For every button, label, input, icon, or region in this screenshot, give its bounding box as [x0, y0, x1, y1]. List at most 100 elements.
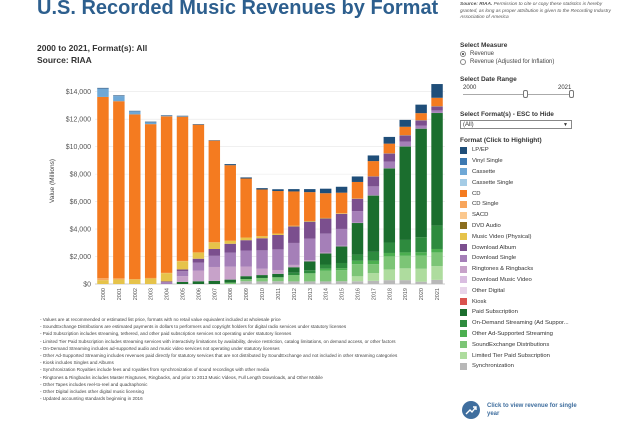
- bar-segment[interactable]: [256, 250, 268, 269]
- bar-segment[interactable]: [160, 281, 173, 283]
- legend-item[interactable]: Music Video (Physical): [460, 231, 569, 242]
- bar-segment[interactable]: [304, 189, 316, 193]
- bar-segment[interactable]: [431, 84, 443, 98]
- bar-segment[interactable]: [431, 266, 443, 280]
- bar-segment[interactable]: [224, 266, 236, 280]
- radio-icon[interactable]: [460, 59, 466, 65]
- bar-segment[interactable]: [176, 281, 189, 284]
- bar-segment[interactable]: [351, 223, 364, 255]
- revenue-bar-chart[interactable]: $0 $2,000 $4,000 $6,000 $8,000 $10,000 $12,000…: [40, 74, 450, 312]
- bar-segment[interactable]: [256, 277, 268, 282]
- bar-segment[interactable]: [288, 281, 300, 284]
- bar-segment[interactable]: [319, 281, 332, 284]
- bar-segment[interactable]: [144, 278, 157, 284]
- bar-segment[interactable]: [240, 279, 252, 282]
- bar-segment[interactable]: [129, 111, 141, 115]
- bar-segment[interactable]: [272, 273, 284, 278]
- bar-segment[interactable]: [224, 243, 236, 253]
- legend-item[interactable]: Synchronization: [460, 361, 569, 372]
- bar-segment[interactable]: [240, 177, 252, 179]
- bar-segment[interactable]: [256, 281, 268, 284]
- legend-item[interactable]: Limited Tier Paid Subscription: [460, 350, 569, 361]
- date-range-start-handle[interactable]: [523, 90, 528, 98]
- bar-segment[interactable]: [192, 258, 205, 263]
- bar-segment[interactable]: [351, 176, 364, 182]
- bar-segment[interactable]: [367, 161, 380, 177]
- legend-item[interactable]: LP/EP: [460, 145, 569, 156]
- bar-segment[interactable]: [304, 281, 316, 284]
- bar-segment[interactable]: [415, 237, 427, 253]
- bar-segment[interactable]: [335, 228, 348, 246]
- bar-segment[interactable]: [97, 87, 109, 89]
- bar-segment[interactable]: [319, 252, 332, 254]
- bar-segment[interactable]: [383, 143, 396, 154]
- bar-segment[interactable]: [351, 281, 364, 284]
- legend-item[interactable]: Download Album: [460, 242, 569, 253]
- bar-segment[interactable]: [288, 242, 300, 265]
- bar-segment[interactable]: [431, 106, 443, 111]
- bar-segment[interactable]: [160, 282, 173, 284]
- bar-segment[interactable]: [399, 146, 411, 240]
- bar-segment[interactable]: [224, 240, 236, 244]
- bar-segment[interactable]: [399, 239, 411, 253]
- bar-segment[interactable]: [383, 256, 396, 270]
- bar-segment[interactable]: [97, 278, 109, 281]
- bar-segment[interactable]: [208, 266, 221, 281]
- bar-segment[interactable]: [431, 225, 443, 249]
- bar-segment[interactable]: [335, 213, 348, 214]
- bar-segment[interactable]: [399, 119, 411, 127]
- bar-segment[interactable]: [335, 270, 348, 282]
- bar-segment[interactable]: [176, 276, 189, 282]
- bar-segment[interactable]: [256, 189, 268, 237]
- bar-segment[interactable]: [272, 233, 284, 235]
- bar-segment[interactable]: [415, 104, 427, 114]
- bar-segment[interactable]: [224, 252, 236, 267]
- radio-icon[interactable]: [460, 51, 466, 57]
- bar-segment[interactable]: [415, 128, 427, 238]
- bar-segment[interactable]: [192, 124, 205, 253]
- bar-segment[interactable]: [97, 96, 109, 279]
- bar-segment[interactable]: [351, 264, 364, 277]
- bar-segment[interactable]: [288, 267, 300, 273]
- bar-segment[interactable]: [319, 264, 332, 269]
- bar-segment[interactable]: [335, 246, 348, 263]
- bar-segment[interactable]: [304, 221, 316, 239]
- bar-segment[interactable]: [97, 280, 109, 284]
- bar-segment[interactable]: [351, 276, 364, 282]
- bar-segment[interactable]: [176, 271, 189, 277]
- bar-segment[interactable]: [319, 268, 332, 271]
- bar-segment[interactable]: [431, 113, 443, 226]
- bar-segment[interactable]: [224, 164, 236, 166]
- bar-segment[interactable]: [367, 251, 380, 261]
- bar-segment[interactable]: [351, 260, 364, 265]
- bar-segment[interactable]: [335, 268, 348, 271]
- legend-item[interactable]: Cassette Single: [460, 177, 569, 188]
- bar-segment[interactable]: [113, 101, 125, 279]
- bar-segment[interactable]: [304, 238, 316, 261]
- bar-segment[interactable]: [144, 277, 157, 279]
- bar-segment[interactable]: [319, 188, 332, 194]
- bar-segment[interactable]: [431, 248, 443, 253]
- bar-segment[interactable]: [192, 262, 205, 271]
- bar-segment[interactable]: [288, 191, 300, 226]
- legend-item[interactable]: SoundExchange Distributions: [460, 339, 569, 350]
- bar-segment[interactable]: [351, 181, 364, 199]
- legend-item[interactable]: On-Demand Streaming (Ad Suppor...: [460, 318, 569, 329]
- bar-segment[interactable]: [335, 262, 348, 269]
- measure-option-inflation[interactable]: Revenue (Adjusted for Inflation): [460, 59, 554, 65]
- bar-segment[interactable]: [208, 248, 221, 256]
- bar-segment[interactable]: [351, 211, 364, 223]
- bar-segment[interactable]: [383, 280, 396, 284]
- bar-segment[interactable]: [383, 153, 396, 162]
- bar-segment[interactable]: [192, 270, 205, 282]
- bar-segment[interactable]: [256, 236, 268, 239]
- bar-segment[interactable]: [319, 233, 332, 253]
- bar-segment[interactable]: [208, 255, 221, 267]
- legend-item[interactable]: Other Ad-Supported Streaming: [460, 329, 569, 340]
- bar-segment[interactable]: [383, 269, 396, 281]
- bar-segment[interactable]: [367, 260, 380, 265]
- bar-segment[interactable]: [399, 252, 411, 256]
- bar-segment[interactable]: [288, 275, 300, 282]
- bar-segment[interactable]: [319, 270, 332, 282]
- legend-item[interactable]: CD Single: [460, 199, 569, 210]
